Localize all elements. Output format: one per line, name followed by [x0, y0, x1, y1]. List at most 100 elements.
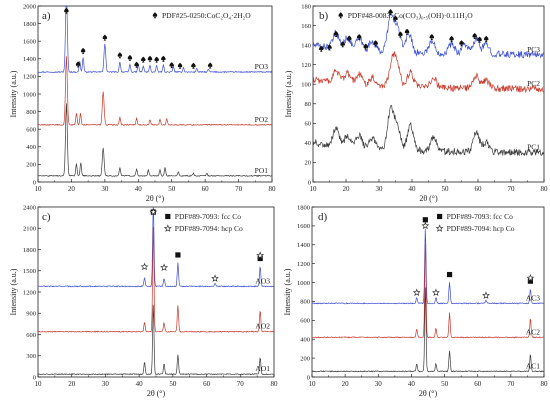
spade-marker	[191, 62, 196, 69]
series-label: PC2	[527, 79, 540, 88]
x-tick-label: 20	[343, 185, 351, 193]
spade-stem	[153, 16, 157, 19]
y-axis-title: Intensity (a.u.)	[284, 70, 293, 117]
y-axis-title: Intensity (a.u.)	[9, 70, 18, 117]
x-tick-label: 20	[68, 380, 76, 388]
x-tick-label: 60	[202, 185, 210, 193]
spade-stem	[65, 11, 68, 14]
y-tick-label: 300	[26, 353, 36, 360]
spade-stem	[374, 43, 377, 47]
legend-entry: PDF#89-7093: fcc Co	[447, 212, 513, 221]
x-tick-label: 80	[271, 380, 279, 388]
spade-head	[373, 40, 378, 45]
y-tick-label: 1200	[297, 261, 310, 268]
spade-stem	[341, 44, 344, 48]
y-tick-label: 40	[305, 140, 312, 147]
spade-stem	[103, 38, 107, 41]
y-tick-label: 600	[26, 127, 36, 134]
legend-star-icon	[435, 224, 444, 232]
y-tick-label: 20	[305, 160, 312, 167]
spade-marker	[333, 31, 339, 38]
square-marker	[446, 271, 453, 278]
y-tick-label: 1800	[23, 247, 36, 254]
y-tick-label: 1500	[23, 268, 36, 275]
spade-stem	[358, 37, 361, 40]
x-tick-label: 60	[474, 380, 482, 388]
series-line-po1	[37, 103, 273, 178]
spade-head	[429, 33, 435, 39]
y-tick-label: 1800	[23, 21, 36, 28]
y-tick-label: 0	[308, 179, 311, 186]
star-marker	[149, 207, 158, 216]
x-tick-label: 80	[269, 185, 277, 193]
spade-head	[393, 15, 398, 21]
series-label: PC1	[527, 143, 540, 152]
x-tick-label: 40	[409, 185, 417, 193]
legend-entry: PDF#48-0083: Co(CO₃)₀.₅(OH)·0.11H₂O	[348, 11, 474, 20]
y-tick-label: 200	[26, 162, 36, 169]
x-tick-label: 10	[310, 185, 318, 193]
x-tick-label: 50	[168, 185, 176, 193]
spade-stem	[162, 59, 165, 62]
star-marker	[160, 263, 169, 271]
y-tick-label: 2100	[23, 226, 36, 233]
series-line-ao2	[37, 226, 275, 333]
x-tick-label: 10	[35, 185, 43, 193]
spade-stem	[148, 59, 152, 62]
x-tick-label: 70	[237, 380, 245, 388]
spade-stem	[430, 37, 433, 40]
spade-marker	[102, 34, 108, 41]
series-label: AO2	[255, 322, 270, 331]
series-label: PO3	[255, 62, 269, 71]
x-tick-label: 70	[507, 380, 515, 388]
star-marker	[432, 288, 440, 297]
legend-entry: PDF#89-7094: hcp Co	[175, 224, 243, 233]
spade-head	[472, 32, 477, 38]
spade-head	[207, 62, 213, 67]
spade-head	[338, 12, 343, 17]
series-line-po3	[37, 5, 273, 74]
spade-stem	[328, 48, 331, 51]
y-tick-label: 400	[26, 144, 36, 151]
series-label: AC2	[526, 327, 540, 336]
series-line-pc1	[312, 104, 545, 157]
x-tick-label: 70	[508, 185, 516, 193]
y-tick-label: 1600	[297, 223, 310, 230]
spade-stem	[399, 35, 402, 38]
y-tick-label: 400	[300, 337, 310, 344]
y-tick-label: 80	[305, 101, 312, 108]
spade-head	[327, 44, 332, 49]
spade-stem	[178, 66, 182, 69]
x-tick-label: 50	[442, 185, 450, 193]
y-tick-label: 1400	[23, 56, 36, 63]
spade-head	[356, 33, 362, 39]
y-tick-label: 120	[301, 62, 311, 69]
series-line-pc2	[312, 51, 545, 94]
star-marker	[256, 251, 265, 259]
square-marker	[257, 255, 263, 262]
spade-marker	[388, 9, 393, 16]
x-tick-label: 10	[35, 380, 43, 388]
y-tick-label: 1200	[23, 74, 36, 81]
legend-square-icon	[165, 213, 171, 220]
series-line-ac2	[311, 243, 545, 339]
x-tick-label: 40	[135, 185, 143, 193]
legend-entry: PDF#89-7094: hcp Co	[447, 224, 515, 233]
spade-marker	[318, 45, 324, 52]
spade-stem	[155, 60, 158, 63]
panel-2: b) 10 20 30 40 50 60 70 80 0 20 40 60 80 100 120 140 160 1…	[284, 3, 548, 203]
x-tick-label: 20	[342, 380, 350, 388]
spade-head	[147, 55, 153, 61]
y-axis-title: Intensity (a.u.)	[283, 268, 292, 315]
series-line-ao3	[37, 206, 275, 288]
square-marker	[527, 278, 534, 284]
spade-head	[75, 61, 81, 66]
spade-stem	[320, 49, 323, 52]
legend-entry: PDF#25-0250:CoC₂O₄·2H₂O	[162, 11, 251, 20]
spade-marker	[80, 47, 86, 54]
spade-stem	[170, 65, 173, 69]
x-axis-title: 2θ (°)	[419, 389, 438, 398]
spade-marker	[483, 35, 489, 42]
star-marker	[421, 221, 430, 230]
